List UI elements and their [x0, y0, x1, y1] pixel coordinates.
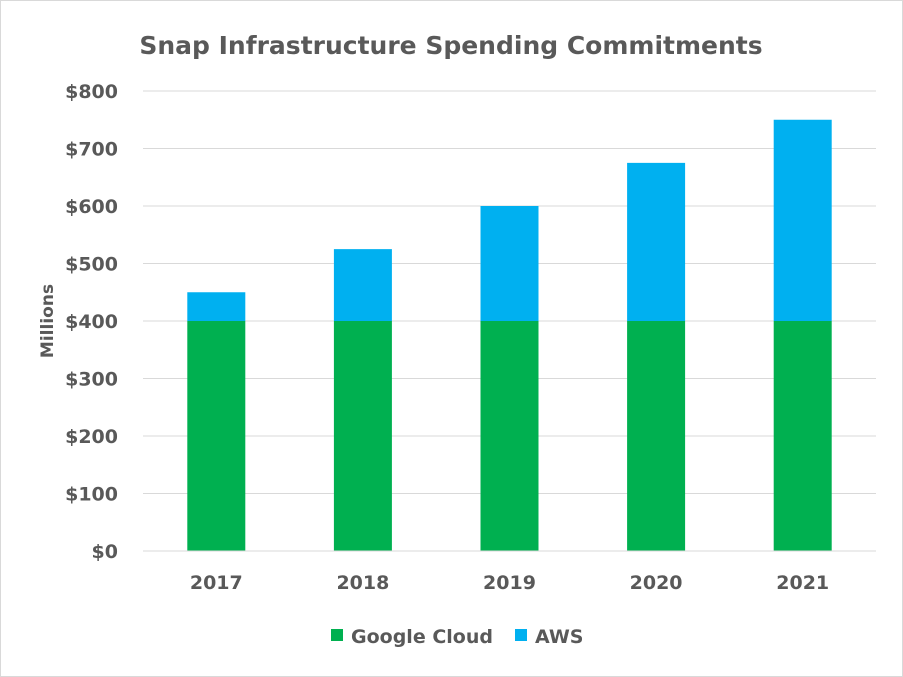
y-tick-label: $400	[65, 311, 118, 333]
legend-swatch	[515, 629, 527, 641]
chart-title: Snap Infrastructure Spending Commitments	[139, 31, 762, 60]
x-tick-label: 2021	[776, 572, 829, 594]
y-tick-label: $100	[65, 484, 118, 506]
x-tick-label: 2019	[483, 572, 536, 594]
y-tick-label: $500	[65, 254, 118, 276]
bar-google-cloud-2021	[773, 321, 832, 551]
y-axis-label: Millions	[38, 284, 58, 358]
legend-label: AWS	[535, 626, 584, 648]
y-tick-label: $800	[65, 81, 118, 103]
y-tick-label: $0	[92, 541, 118, 563]
bar-google-cloud-2020	[627, 321, 686, 551]
y-tick-label: $600	[65, 196, 118, 218]
x-tick-label: 2020	[630, 572, 683, 594]
bar-aws-2018	[333, 249, 392, 321]
bar-google-cloud-2019	[480, 321, 539, 551]
y-tick-label: $300	[65, 369, 118, 391]
bar-aws-2020	[627, 162, 686, 321]
bar-aws-2021	[773, 119, 832, 321]
bar-google-cloud-2018	[333, 321, 392, 551]
legend-label: Google Cloud	[351, 626, 493, 648]
bar-google-cloud-2017	[187, 321, 246, 551]
x-tick-label: 2018	[336, 572, 389, 594]
x-tick-label: 2017	[190, 572, 243, 594]
y-tick-label: $200	[65, 426, 118, 448]
bar-aws-2019	[480, 206, 539, 321]
legend-swatch	[331, 629, 343, 641]
y-tick-label: $700	[65, 139, 118, 161]
bar-aws-2017	[187, 292, 246, 321]
